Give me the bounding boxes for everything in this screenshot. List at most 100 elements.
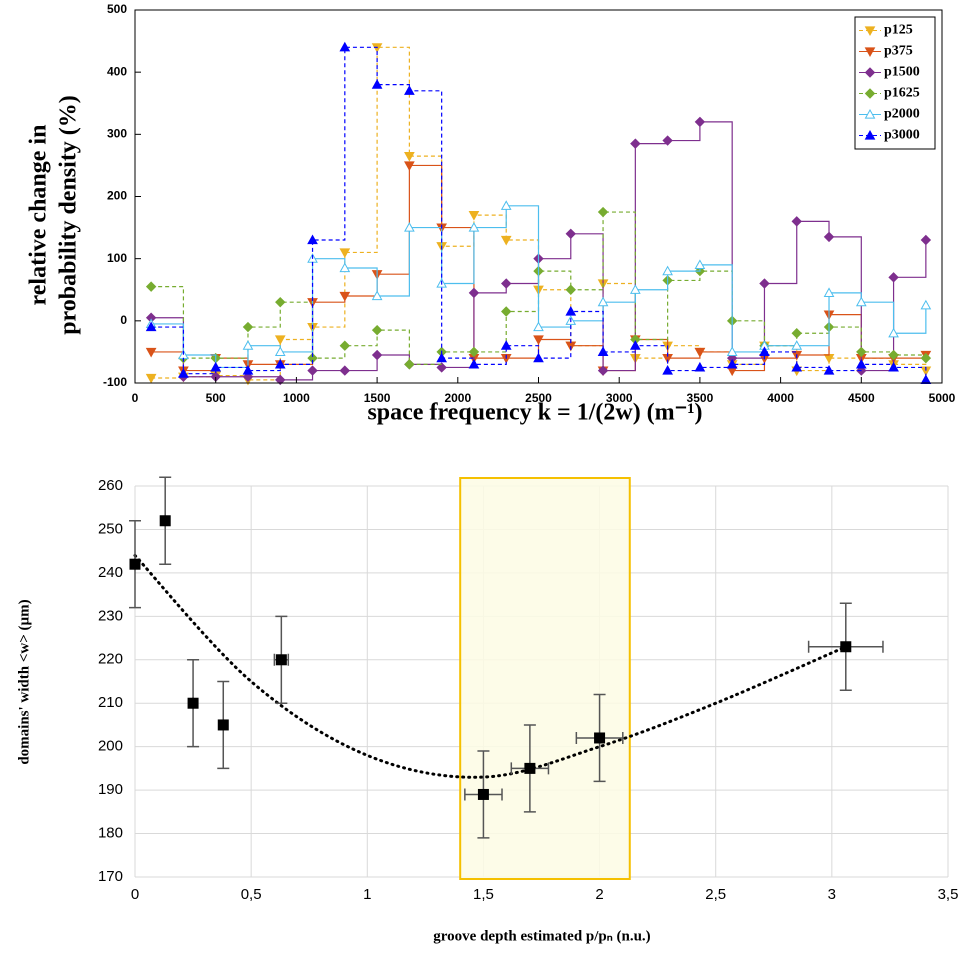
x-tick-label: 1,5 xyxy=(473,886,494,903)
marker xyxy=(888,361,899,372)
y-tick-label: 240 xyxy=(98,564,123,581)
marker xyxy=(597,346,609,357)
y-tick-label: 190 xyxy=(98,781,123,798)
marker xyxy=(864,47,876,58)
marker xyxy=(468,287,480,299)
legend-label: p375 xyxy=(884,44,913,59)
marker xyxy=(242,321,254,333)
point xyxy=(477,788,489,800)
x-tick-label: 4500 xyxy=(848,391,875,405)
marker xyxy=(404,161,415,171)
y-tick-label: 200 xyxy=(98,738,123,755)
marker xyxy=(791,340,803,350)
marker xyxy=(145,321,157,332)
marker xyxy=(339,340,351,351)
marker xyxy=(864,129,876,140)
marker xyxy=(500,340,512,350)
legend-label: p3000 xyxy=(884,128,920,143)
point xyxy=(840,641,852,653)
marker xyxy=(662,365,673,375)
marker xyxy=(210,361,222,372)
marker xyxy=(307,234,318,245)
marker xyxy=(888,272,899,283)
marker xyxy=(597,365,609,376)
y-tick-label: 250 xyxy=(98,520,123,537)
x-tick-label: 2,5 xyxy=(705,886,726,903)
legend-box xyxy=(854,16,936,150)
marker xyxy=(823,287,835,297)
marker xyxy=(339,291,351,302)
marker xyxy=(726,358,738,369)
marker xyxy=(791,216,802,227)
y-tick-label: 180 xyxy=(98,825,123,842)
marker xyxy=(468,211,480,221)
point xyxy=(159,515,171,527)
x-tick-label: 0 xyxy=(131,886,139,903)
point xyxy=(524,762,536,774)
marker xyxy=(404,85,415,95)
point xyxy=(217,719,229,731)
step-line xyxy=(151,211,927,365)
y-axis-label: relative change in xyxy=(26,125,52,306)
x-tick-label: 0,5 xyxy=(241,886,262,903)
y-tick-label: 400 xyxy=(107,64,127,78)
y-tick-label: 200 xyxy=(107,189,127,203)
y-tick-label: 300 xyxy=(107,127,127,141)
marker xyxy=(275,296,286,308)
x-tick-label: 2000 xyxy=(444,391,471,405)
marker xyxy=(864,26,876,37)
y-tick-label: 210 xyxy=(98,694,123,711)
marker xyxy=(501,306,512,317)
marker xyxy=(694,116,706,128)
marker xyxy=(274,335,286,346)
marker xyxy=(436,362,447,373)
marker xyxy=(274,346,286,357)
marker xyxy=(855,296,867,307)
marker xyxy=(864,108,876,119)
x-tick-label: 1500 xyxy=(364,391,391,405)
marker xyxy=(694,361,706,372)
legend-label: p125 xyxy=(884,23,913,38)
marker xyxy=(275,374,286,386)
marker xyxy=(533,352,544,363)
marker xyxy=(436,352,448,363)
point xyxy=(275,654,287,666)
x-tick-label: 0 xyxy=(132,391,139,405)
marker xyxy=(630,138,641,149)
y-tick-label: 500 xyxy=(107,2,127,16)
marker xyxy=(864,88,876,99)
marker xyxy=(371,349,383,361)
marker xyxy=(597,206,609,218)
marker xyxy=(339,365,351,376)
highlight-region xyxy=(459,477,631,880)
legend-label: p2000 xyxy=(884,107,920,122)
y-axis-label: domains' width <w> (µm) xyxy=(16,599,32,764)
marker xyxy=(468,358,480,369)
x-tick-label: 4000 xyxy=(767,391,794,405)
x-tick-label: 3500 xyxy=(687,391,714,405)
marker xyxy=(920,299,932,310)
marker xyxy=(339,262,351,273)
marker xyxy=(468,222,480,232)
marker xyxy=(823,231,835,243)
marker xyxy=(565,228,576,240)
x-tick-label: 1 xyxy=(363,886,371,903)
y-axis-label: probability density (%) xyxy=(56,95,82,335)
marker xyxy=(565,284,576,295)
marker xyxy=(500,200,512,210)
x-tick-label: 2500 xyxy=(525,391,552,405)
x-tick-label: 500 xyxy=(206,391,226,405)
marker xyxy=(920,374,932,384)
marker xyxy=(468,346,480,358)
marker xyxy=(371,324,383,336)
marker xyxy=(662,265,673,276)
y-tick-label: 260 xyxy=(98,477,123,494)
marker xyxy=(694,347,706,358)
marker xyxy=(662,135,673,146)
x-tick-label: 3 xyxy=(828,886,836,903)
y-tick-label: 220 xyxy=(98,651,123,668)
x-axis-label: space frequency k = 1/(2w) (m⁻¹) xyxy=(367,400,702,426)
marker xyxy=(855,358,867,369)
marker xyxy=(888,349,899,361)
